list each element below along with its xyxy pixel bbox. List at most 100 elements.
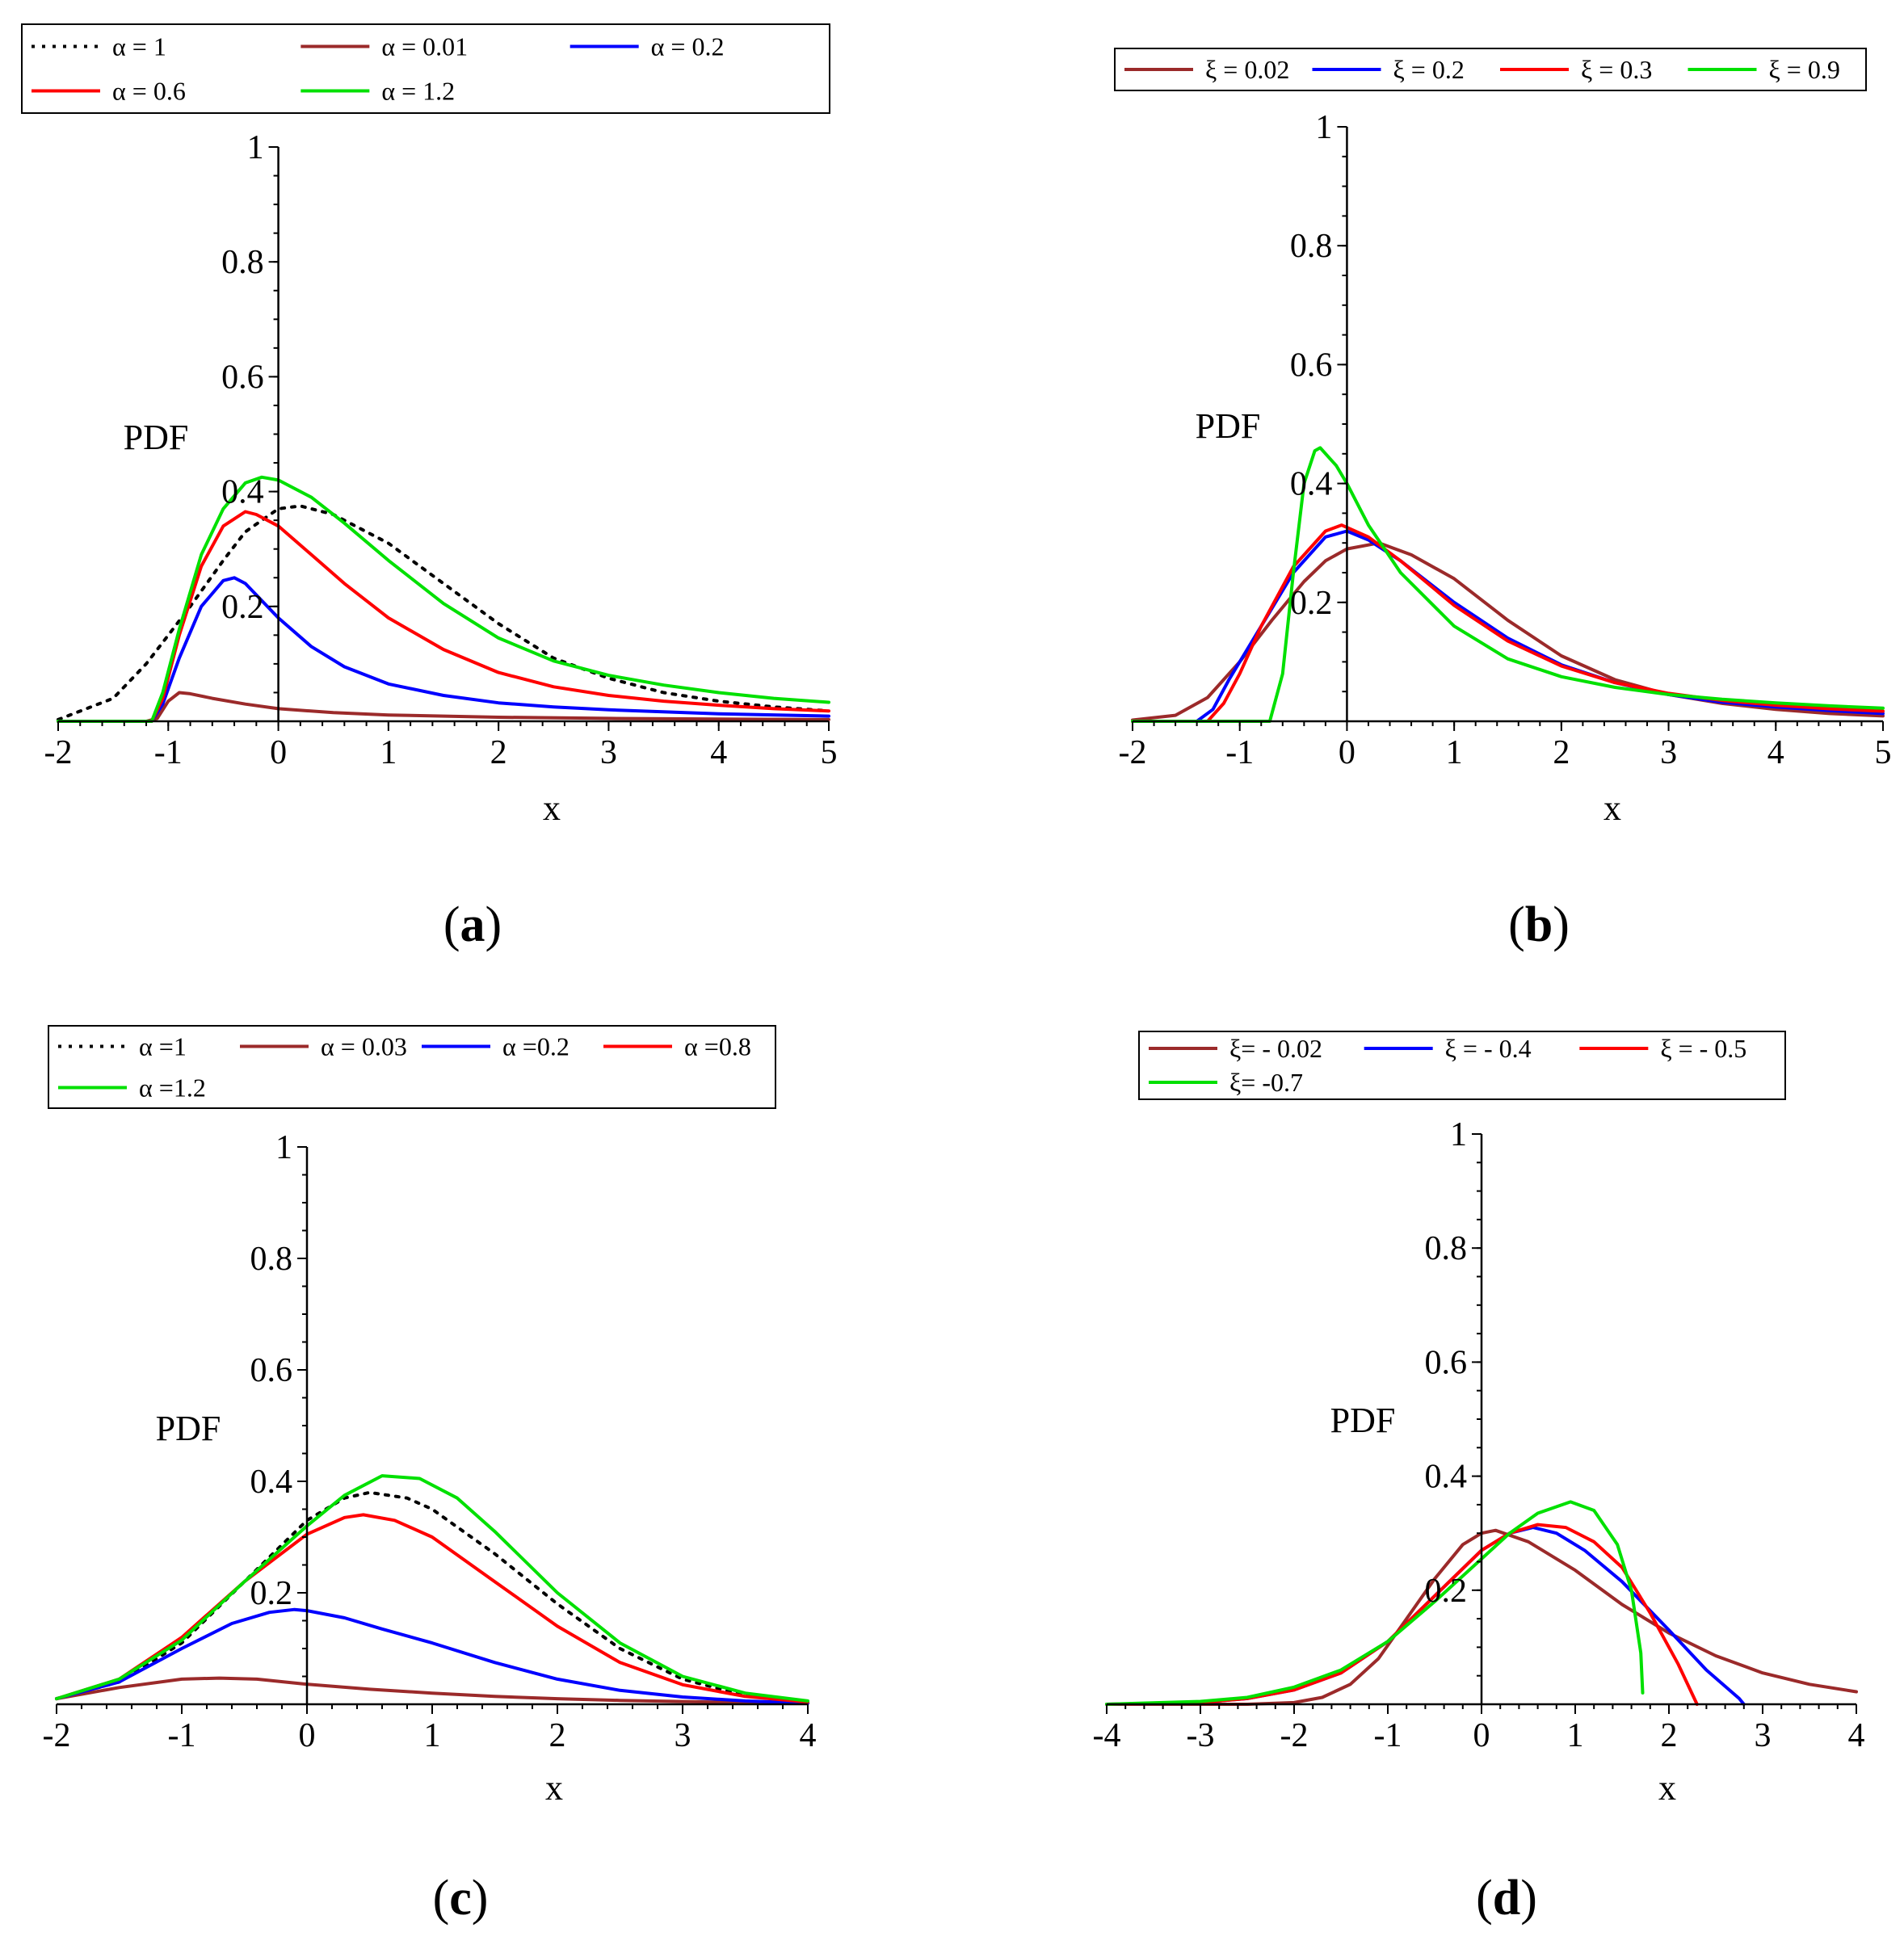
panel-label-open-b: (	[1508, 897, 1525, 952]
series-line-d-3	[1105, 1500, 1645, 1706]
legend-label-a-3: α = 0.6	[112, 77, 186, 106]
x-tick-label-d-0: -4	[1093, 1717, 1121, 1754]
series-line-c-2	[55, 1607, 809, 1705]
x-tick-label-d-1: -3	[1187, 1717, 1215, 1754]
x-tick-label-a-0: -2	[44, 734, 73, 771]
series-line-b-3	[1131, 446, 1885, 723]
x-tick-label-c-6: 4	[800, 1717, 817, 1754]
series-line-c-4	[55, 1474, 809, 1703]
panel-label-close-d: )	[1520, 1871, 1537, 1926]
legend-box-a	[21, 23, 830, 114]
y-tick-label-b-1: 0.4	[1290, 466, 1333, 503]
x-tick-label-b-7: 5	[1875, 734, 1892, 771]
legend-box-c	[48, 1025, 776, 1109]
panel-label-open-a: (	[443, 897, 460, 952]
series-line-a-4	[57, 475, 830, 723]
panel-label-letter-a: a	[460, 897, 485, 952]
x-tick-label-b-0: -2	[1119, 734, 1147, 771]
y-axis-title-a: PDF	[124, 418, 189, 457]
y-tick-label-c-2: 0.6	[250, 1352, 293, 1389]
legend-label-c-3: α =0.8	[684, 1032, 751, 1061]
x-tick-label-d-4: 0	[1473, 1717, 1490, 1754]
y-tick-label-d-0: 0.2	[1425, 1573, 1468, 1610]
y-tick-label-b-3: 0.8	[1290, 228, 1333, 265]
legend-b: ξ = 0.02 ξ = 0.2 ξ = 0.3 ξ = 0.9	[1114, 48, 1867, 91]
legend-label-b-3: ξ = 0.9	[1769, 55, 1840, 84]
x-axis-title-a: x	[543, 788, 561, 828]
y-tick-label-c-0: 0.2	[250, 1575, 293, 1612]
x-tick-label-b-6: 4	[1767, 734, 1784, 771]
y-tick-label-a-4: 1	[247, 129, 264, 166]
y-axis-title-c: PDF	[156, 1409, 221, 1448]
x-tick-label-d-5: 1	[1567, 1717, 1584, 1754]
x-tick-label-d-2: -2	[1280, 1717, 1309, 1754]
y-tick-label-a-2: 0.6	[221, 359, 264, 396]
panel-label-letter-b: b	[1525, 897, 1553, 952]
legend-box-b	[1114, 48, 1867, 91]
series-line-a-0	[57, 504, 830, 721]
y-axis-title-b: PDF	[1196, 406, 1261, 446]
legend-label-b-1: ξ = 0.2	[1393, 55, 1465, 84]
panel-label-letter-c: c	[449, 1871, 472, 1926]
x-tick-label-b-2: 0	[1339, 734, 1355, 771]
x-tick-label-d-7: 3	[1755, 1717, 1772, 1754]
x-axis-title-b: x	[1603, 788, 1621, 828]
legend-label-a-2: α = 0.2	[651, 32, 725, 61]
x-tick-label-b-5: 3	[1660, 734, 1677, 771]
legend-label-d-2: ξ = - 0.5	[1660, 1034, 1746, 1063]
x-tick-label-a-1: -1	[154, 734, 183, 771]
y-tick-label-a-0: 0.2	[221, 589, 264, 626]
x-tick-label-a-6: 4	[710, 734, 727, 771]
legend-label-c-0: α =1	[139, 1032, 187, 1061]
panel-label-letter-d: d	[1493, 1871, 1520, 1926]
y-tick-label-d-3: 0.8	[1425, 1230, 1468, 1267]
legend-c: α =1 α = 0.03 α =0.2 α =0.8 α =1.2	[48, 1025, 776, 1109]
x-tick-label-b-4: 2	[1553, 734, 1570, 771]
legend-label-a-4: α = 1.2	[381, 77, 455, 106]
legend-label-c-1: α = 0.03	[321, 1032, 407, 1061]
legend-label-b-0: ξ = 0.02	[1205, 55, 1289, 84]
y-tick-label-b-4: 1	[1315, 109, 1332, 146]
panel-label-open-c: (	[433, 1871, 450, 1926]
y-tick-label-c-3: 0.8	[250, 1241, 293, 1278]
legend-label-c-2: α =0.2	[502, 1032, 570, 1061]
legend-label-c-4: α =1.2	[139, 1073, 206, 1103]
panel-label-d: (d)	[1476, 1871, 1537, 1926]
legend-label-b-2: ξ = 0.3	[1581, 55, 1652, 84]
legend-label-d-3: ξ= -0.7	[1229, 1068, 1303, 1097]
legend-box-d	[1138, 1031, 1786, 1100]
y-tick-label-c-1: 0.4	[250, 1464, 293, 1501]
panel-label-close-b: )	[1553, 897, 1570, 952]
y-tick-label-b-0: 0.2	[1290, 585, 1333, 622]
series-line-a-3	[57, 510, 830, 723]
y-tick-label-d-2: 0.6	[1425, 1344, 1468, 1381]
panel-label-b: (b)	[1508, 897, 1570, 952]
x-axis-title-c: x	[545, 1768, 563, 1808]
x-axis-title-d: x	[1658, 1768, 1676, 1808]
y-tick-label-c-4: 1	[275, 1129, 292, 1166]
legend-label-d-1: ξ = - 0.4	[1445, 1034, 1532, 1063]
x-tick-label-a-3: 1	[380, 734, 397, 771]
x-tick-label-a-7: 5	[821, 734, 838, 771]
legend-d: ξ= - 0.02 ξ = - 0.4 ξ = - 0.5 ξ= -0.7	[1138, 1031, 1786, 1100]
chart-panel-a: -2 -1 0 1 2 3 4 5 0.2 0.4 0.6 0.8 1 PDF x α = 1 α = 0.01…	[21, 23, 838, 952]
series-line-c-1	[55, 1676, 809, 1705]
panel-label-open-d: (	[1476, 1871, 1493, 1926]
x-tick-label-c-2: 0	[299, 1717, 316, 1754]
panel-label-c: (c)	[433, 1871, 489, 1926]
x-tick-label-c-5: 3	[675, 1717, 691, 1754]
legend-label-a-1: α = 0.01	[381, 32, 468, 61]
x-tick-label-c-3: 1	[424, 1717, 441, 1754]
y-axis-title-d: PDF	[1330, 1401, 1396, 1440]
y-tick-label-d-4: 1	[1450, 1116, 1467, 1153]
x-tick-label-b-1: -1	[1225, 734, 1254, 771]
x-tick-label-d-3: -1	[1374, 1717, 1402, 1754]
x-tick-label-b-3: 1	[1446, 734, 1463, 771]
legend-label-a-0: α = 1	[112, 32, 166, 61]
x-tick-label-c-4: 2	[549, 1717, 566, 1754]
